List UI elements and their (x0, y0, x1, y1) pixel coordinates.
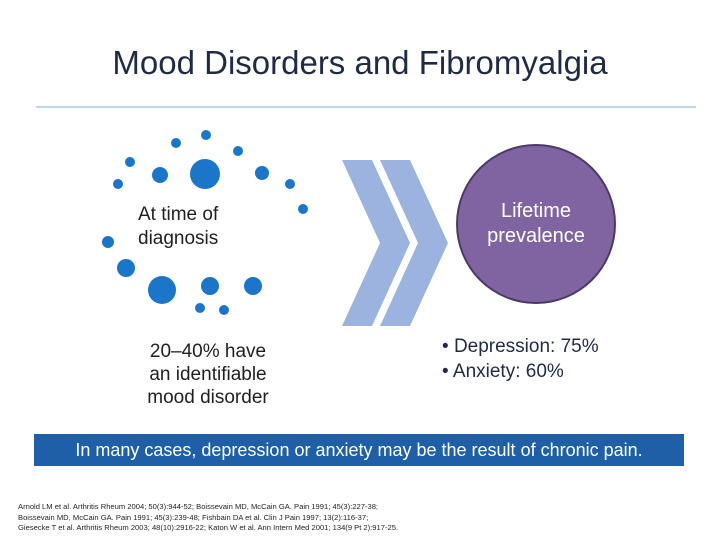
dot (113, 179, 123, 189)
diagnosis-stat: 20–40% have an identifiable mood disorde… (118, 340, 298, 409)
dot (201, 130, 211, 140)
dot (190, 159, 220, 189)
chevron-arrows (342, 160, 448, 326)
references: Arnold LM et al. Arthritis Rheum 2004; 5… (18, 502, 538, 534)
diagnosis-stat-line: an identifiable (149, 364, 267, 385)
slide-title: Mood Disorders and Fibromyalgia (112, 44, 608, 81)
dot (285, 179, 295, 189)
prevalence-list: Depression: 75% Anxiety: 60% (442, 334, 702, 384)
dot (233, 146, 243, 156)
dot (148, 276, 176, 304)
diagnosis-label-line: At time of (138, 204, 219, 225)
chevron-icon (380, 160, 448, 326)
dot (125, 157, 135, 167)
diagnosis-label: At time of diagnosis (138, 203, 278, 251)
prevalence-label-line: prevalence (487, 225, 585, 247)
prevalence-circle: Lifetime prevalence (458, 146, 614, 302)
reference-line: Arnold LM et al. Arthritis Rheum 2004; 5… (18, 502, 379, 511)
dot (195, 303, 205, 313)
prevalence-label-line: Lifetime (500, 200, 572, 222)
diagnosis-label-line: diagnosis (138, 228, 219, 249)
prevalence-item: Anxiety: 60% (442, 359, 702, 384)
dot (152, 167, 168, 183)
dot (255, 166, 269, 180)
dot (298, 204, 308, 214)
dot (171, 138, 181, 148)
reference-line: Giesecke T et al. Arthritis Rheum 2003; … (18, 523, 399, 532)
prevalence-item: Depression: 75% (442, 334, 702, 359)
diagnosis-stat-line: 20–40% have (149, 341, 267, 362)
dot (102, 236, 114, 248)
key-message-banner: In many cases, depression or anxiety may… (34, 434, 684, 466)
diagnosis-stat-line: mood disorder (147, 387, 269, 408)
prevalence-label: Lifetime prevalence (471, 199, 601, 249)
title-divider (36, 106, 696, 108)
chevron-icon (342, 160, 410, 326)
dot (201, 277, 219, 295)
reference-line: Boissevain MD, McCain GA. Pain 1991; 45(… (18, 512, 369, 522)
dot (117, 259, 135, 277)
dot (219, 305, 229, 315)
dot (244, 277, 262, 295)
